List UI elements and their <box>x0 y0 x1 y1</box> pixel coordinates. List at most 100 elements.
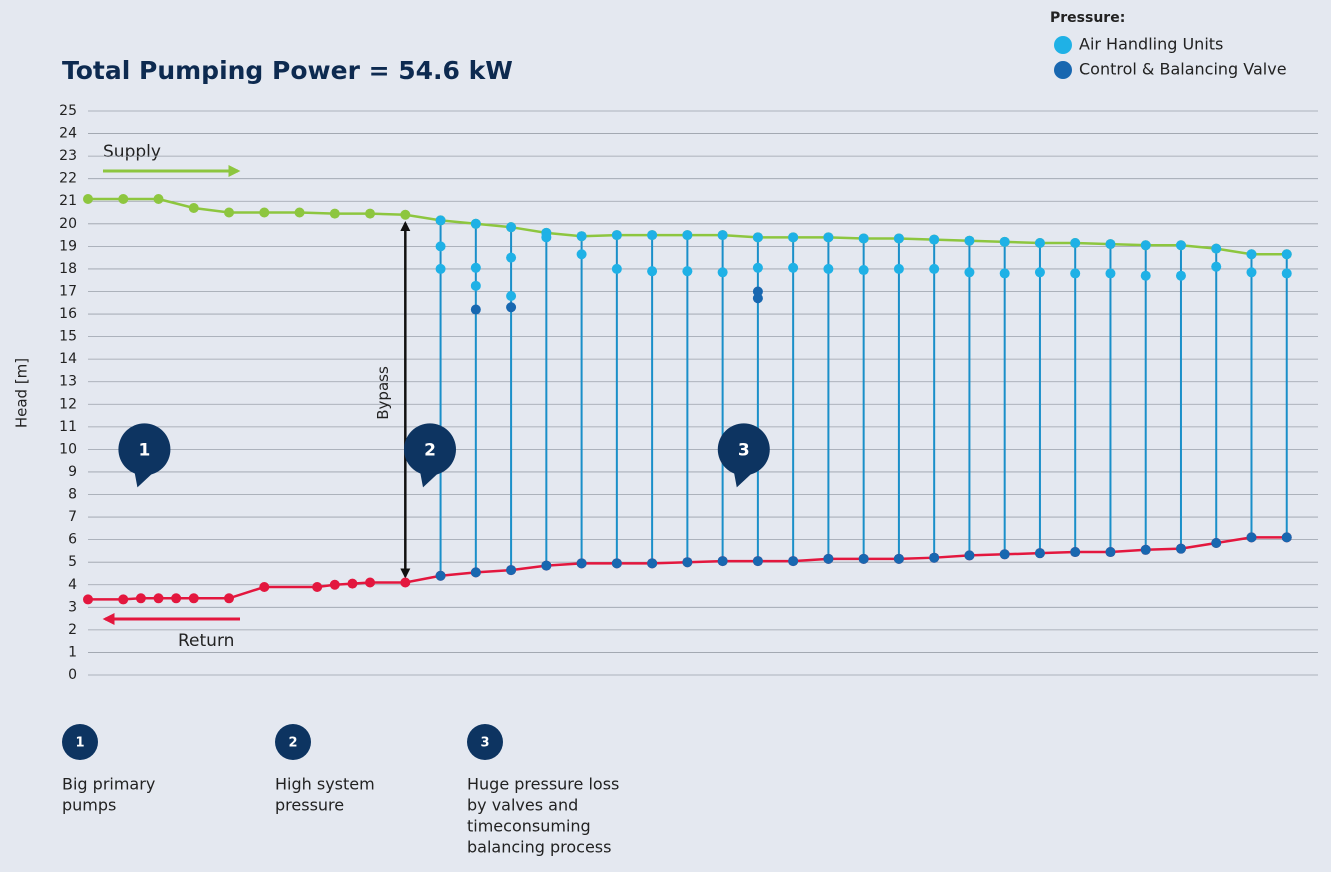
note-number: 3 <box>480 736 489 751</box>
series-point <box>400 577 411 588</box>
callout-bubble <box>403 423 456 476</box>
series-point <box>400 209 411 220</box>
pressure-point <box>788 232 799 243</box>
pressure-point <box>682 557 693 568</box>
callout-number: 2 <box>424 440 436 460</box>
note-badge <box>275 724 311 760</box>
pressure-point <box>435 570 446 581</box>
y-tick-label: 12 <box>59 396 77 412</box>
pressure-point <box>470 567 481 578</box>
pressure-point <box>1246 267 1257 278</box>
pressure-point <box>470 304 481 315</box>
series-point <box>224 207 235 218</box>
pressure-point <box>1034 267 1045 278</box>
pressure-point <box>893 233 904 244</box>
legend-marker <box>1054 61 1072 79</box>
legend-marker <box>1054 36 1072 54</box>
pressure-point <box>541 232 552 243</box>
y-tick-label: 11 <box>59 419 77 435</box>
callout-bubble <box>134 471 153 488</box>
y-tick-label: 6 <box>68 532 77 548</box>
pressure-point <box>611 230 622 241</box>
pressure-point <box>823 553 834 564</box>
note-text: by valves and <box>467 796 578 815</box>
series-line <box>88 536 1287 601</box>
pressure-point <box>964 550 975 561</box>
pressure-point <box>506 565 517 576</box>
pressure-point <box>929 263 940 274</box>
pressure-point <box>682 266 693 277</box>
pressure-point <box>1175 543 1186 554</box>
callout-number: 3 <box>738 440 750 460</box>
pressure-point <box>858 265 869 276</box>
pressure-point <box>752 556 763 567</box>
pressure-point <box>576 558 587 569</box>
pressure-point <box>1175 270 1186 281</box>
note-badge <box>467 724 503 760</box>
y-tick-label: 19 <box>59 238 77 254</box>
pressure-point <box>964 267 975 278</box>
callout-number: 1 <box>138 440 150 460</box>
pressure-point <box>717 267 728 278</box>
pressure-point <box>1281 249 1292 260</box>
y-tick-label: 22 <box>59 171 77 187</box>
series-point <box>83 193 93 204</box>
pressure-point <box>435 215 446 226</box>
pressure-point <box>823 232 834 243</box>
y-tick-label: 9 <box>68 464 77 480</box>
y-tick-label: 4 <box>68 577 77 593</box>
y-tick-label: 10 <box>59 441 77 457</box>
pressure-point <box>435 263 446 274</box>
series-point <box>259 207 270 218</box>
pressure-point <box>1105 547 1116 558</box>
series-point <box>188 593 199 604</box>
series-point <box>294 207 305 218</box>
pressure-point <box>752 232 763 243</box>
pressure-point <box>752 262 763 273</box>
pressure-point <box>647 266 658 277</box>
y-tick-label: 13 <box>59 374 77 390</box>
y-tick-label: 18 <box>59 261 77 277</box>
pressure-point <box>647 230 658 241</box>
y-tick-label: 1 <box>68 644 77 660</box>
pressure-point <box>506 222 517 233</box>
y-tick-label: 0 <box>68 667 77 683</box>
pressure-point <box>506 302 517 313</box>
y-tick-label: 3 <box>68 599 77 615</box>
series-point <box>329 579 340 590</box>
y-tick-label: 2 <box>68 622 77 638</box>
series-point <box>347 578 358 589</box>
pressure-point <box>470 280 481 291</box>
note-text: High system <box>275 775 375 794</box>
y-tick-label: 16 <box>59 306 77 322</box>
pressure-point <box>823 263 834 274</box>
callout-bubble <box>419 471 438 488</box>
note-number: 2 <box>288 736 297 751</box>
legend-label: Control & Balancing Valve <box>1079 60 1287 79</box>
series-point <box>259 582 270 593</box>
series-point <box>118 193 129 204</box>
pressure-point <box>1105 239 1116 250</box>
note-number: 1 <box>75 736 84 751</box>
bypass-label: Bypass <box>374 366 392 420</box>
note-text: timeconsuming <box>467 817 591 836</box>
pressure-point <box>1211 538 1222 549</box>
y-tick-label: 21 <box>59 193 77 209</box>
series-point <box>171 593 182 604</box>
pressure-point <box>1140 270 1151 281</box>
pressure-point <box>470 262 481 273</box>
note-text: balancing process <box>467 838 611 857</box>
series-point <box>365 208 376 219</box>
series-point <box>135 593 146 604</box>
note-text: Huge pressure loss <box>467 775 619 794</box>
pressure-point <box>506 252 517 263</box>
pressure-point <box>1140 544 1151 555</box>
series-point <box>224 593 235 604</box>
pressure-point <box>1070 547 1081 558</box>
pressure-point <box>647 558 658 569</box>
series-point <box>153 193 164 204</box>
y-tick-label: 25 <box>59 103 77 119</box>
series-point <box>153 593 164 604</box>
pressure-point <box>541 560 552 571</box>
